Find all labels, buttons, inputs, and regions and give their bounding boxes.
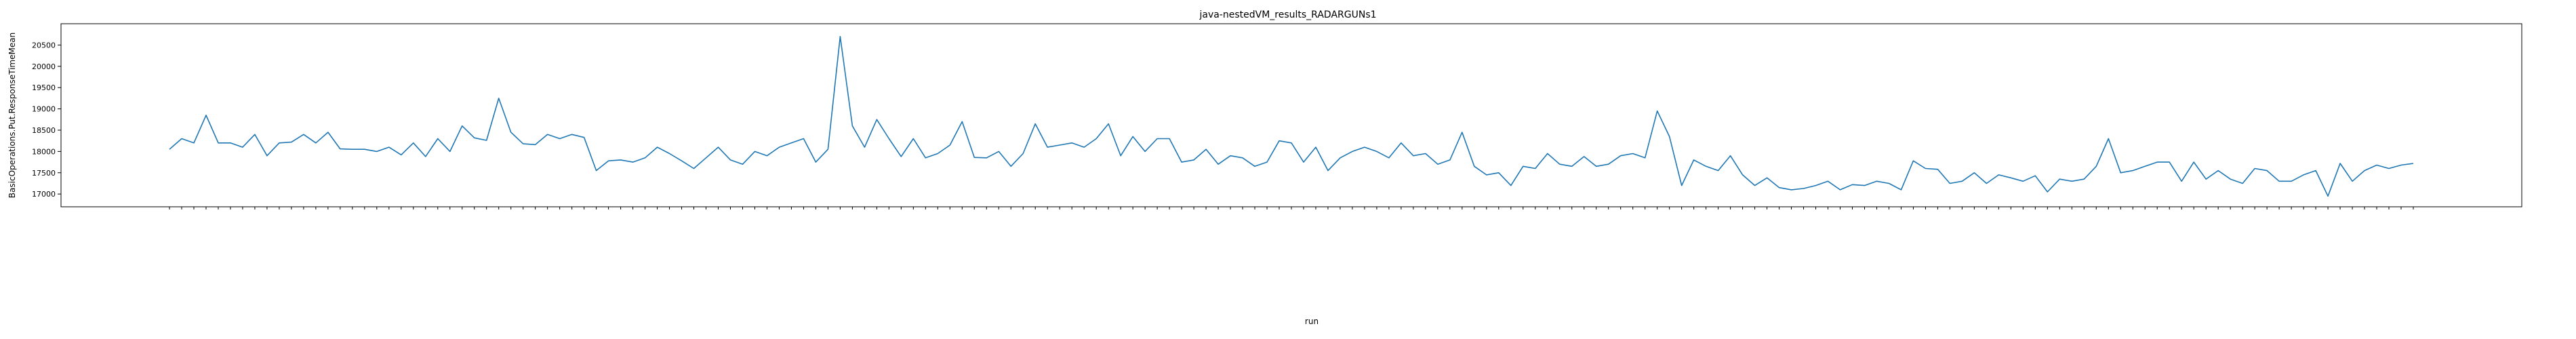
y-tick-label: 20000 [32, 62, 56, 71]
series-layer [169, 35, 2414, 197]
plot-area [60, 23, 2522, 207]
y-tick-label: 17000 [32, 190, 56, 199]
x-axis [169, 207, 2414, 210]
y-tick-label: 18000 [32, 147, 56, 156]
series-line [169, 35, 2414, 197]
y-tick-label: 17500 [32, 169, 56, 178]
y-tick-label: 20500 [32, 41, 56, 49]
y-axis: 17000 17500 18000 18500 19000 19500 20000 20500 [32, 41, 61, 199]
y-tick-label: 19000 [32, 105, 56, 114]
y-axis-label: BasicOperations.Put.ResponseTimeMean [7, 33, 17, 198]
y-tick-label: 18500 [32, 126, 56, 135]
x-axis-label: run [1305, 317, 1319, 326]
y-tick-label: 19500 [32, 83, 56, 92]
chart-title: java-nestedVM_results_RADARGUNs1 [1199, 9, 1376, 20]
